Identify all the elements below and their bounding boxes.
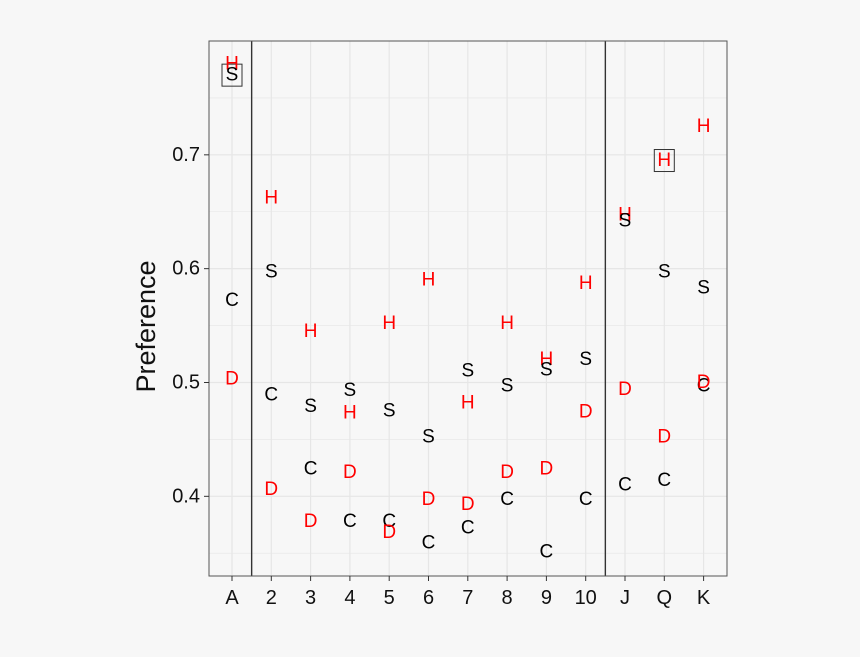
point-D-K: D <box>697 372 711 393</box>
point-C-6: C <box>422 532 436 553</box>
point-C-7: C <box>461 518 475 539</box>
y-axis-title: Preference <box>131 260 161 392</box>
point-D-2: D <box>264 479 278 500</box>
point-S-9: S <box>540 359 553 380</box>
point-S-4: S <box>344 380 357 401</box>
point-S-3: S <box>304 396 317 417</box>
point-C-2: C <box>264 385 278 406</box>
y-tick-label: 0.6 <box>172 258 200 280</box>
point-H-2: H <box>264 188 278 209</box>
point-H-9: H <box>540 349 554 370</box>
x-tick-label-8: 8 <box>502 587 513 609</box>
point-C-A: C <box>225 290 239 311</box>
x-tick-label-K: K <box>697 587 711 609</box>
grid-layer <box>209 41 727 576</box>
highlight-box <box>653 149 675 173</box>
x-tick-label-3: 3 <box>305 587 316 609</box>
highlight-box-layer <box>221 63 675 173</box>
y-axis: 0.4 0.5 0.6 0.7 <box>172 144 209 507</box>
x-tick-label-J: J <box>620 587 630 609</box>
point-S-5: S <box>383 400 396 421</box>
point-S-7: S <box>461 361 474 382</box>
point-D-J: D <box>618 379 632 400</box>
point-C-5: C <box>382 511 396 532</box>
point-S-8: S <box>501 375 514 396</box>
point-D-8: D <box>500 462 514 483</box>
point-D-3: D <box>304 511 318 532</box>
point-C-3: C <box>304 459 318 480</box>
point-H-A: H <box>225 53 239 74</box>
point-H-4: H <box>343 403 357 424</box>
point-H-3: H <box>304 321 318 342</box>
point-D-6: D <box>422 489 436 510</box>
point-C-8: C <box>500 489 514 510</box>
point-D-7: D <box>461 494 475 515</box>
point-C-9: C <box>540 542 554 563</box>
point-H-K: H <box>697 116 711 137</box>
x-tick-label-6: 6 <box>423 587 434 609</box>
point-D-5: D <box>382 522 396 543</box>
x-tick-label-10: 10 <box>575 587 597 609</box>
point-C-K: C <box>697 375 711 396</box>
point-H-7: H <box>461 392 475 413</box>
separator-layer <box>250 41 607 576</box>
highlight-box <box>221 63 243 87</box>
x-tick-label-9: 9 <box>541 587 552 609</box>
x-tick-label-Q: Q <box>657 587 673 609</box>
point-C-J: C <box>618 474 632 495</box>
point-D-4: D <box>343 462 357 483</box>
point-H-5: H <box>382 313 396 334</box>
y-tick-label: 0.5 <box>172 371 200 393</box>
x-tick-label-7: 7 <box>462 587 473 609</box>
point-D-Q: D <box>657 427 671 448</box>
x-tick-label-5: 5 <box>384 587 395 609</box>
point-S-K: S <box>697 278 710 299</box>
point-S-10: S <box>579 349 592 370</box>
point-S-Q: S <box>658 262 671 283</box>
point-S-J: S <box>619 210 632 231</box>
point-D-10: D <box>579 402 593 423</box>
point-S-6: S <box>422 427 435 448</box>
x-tick-label-2: 2 <box>266 587 277 609</box>
x-axis: A 2 3 4 5 6 7 8 9 10 J Q K <box>225 576 711 609</box>
point-S-A: S <box>226 65 239 86</box>
y-tick-label: 0.7 <box>172 144 200 166</box>
point-C-4: C <box>343 511 357 532</box>
point-D-A: D <box>225 369 239 390</box>
point-H-J: H <box>618 205 632 226</box>
point-C-Q: C <box>657 470 671 491</box>
y-tick-label: 0.4 <box>172 485 200 507</box>
point-H-10: H <box>579 273 593 294</box>
x-tick-label-4: 4 <box>344 587 355 609</box>
point-C-10: C <box>579 489 593 510</box>
point-H-8: H <box>500 313 514 334</box>
point-H-Q: H <box>657 150 671 171</box>
x-tick-label-A: A <box>225 587 239 609</box>
point-D-9: D <box>540 459 554 480</box>
point-H-6: H <box>422 270 436 291</box>
point-S-2: S <box>265 262 278 283</box>
